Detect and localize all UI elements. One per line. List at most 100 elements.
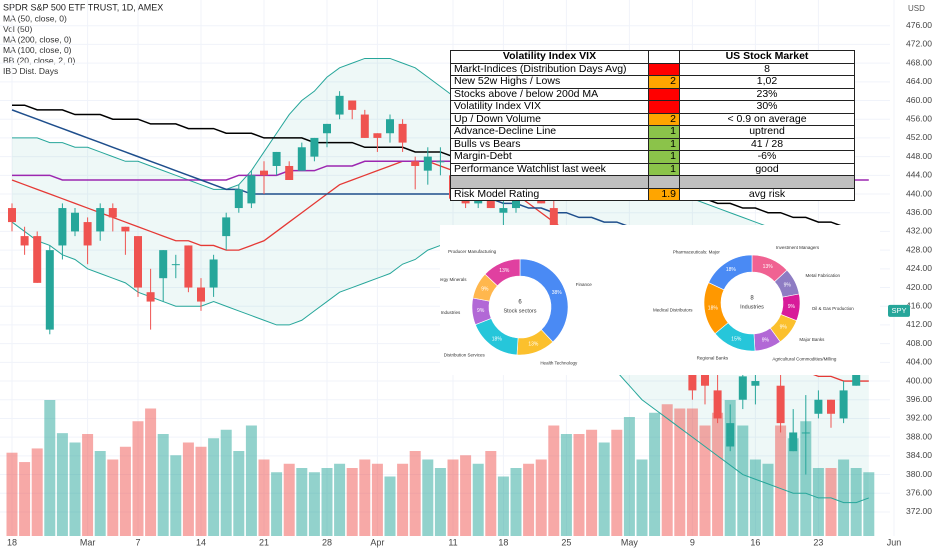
y-tick-label: 464.00 — [906, 76, 932, 86]
volume-bar — [6, 452, 18, 536]
segment-label: Regional Banks — [697, 355, 729, 360]
volume-bar — [44, 400, 56, 536]
y-tick-label: 400.00 — [906, 375, 932, 385]
y-tick-label: 452.00 — [906, 132, 932, 142]
volume-bar — [674, 408, 686, 536]
candle-body — [171, 264, 180, 266]
y-tick-label: 428.00 — [906, 244, 932, 254]
candle-body — [272, 151, 281, 166]
y-tick-label: 468.00 — [906, 57, 932, 67]
volume-bar — [409, 451, 421, 536]
data-label: 18% — [708, 305, 719, 311]
volume-bar — [762, 463, 774, 536]
x-tick-label: 18 — [7, 537, 17, 547]
candle-body — [247, 175, 256, 204]
data-label: 9% — [788, 304, 796, 310]
donut-panel: 38% Finance 13% Health Technology 18% Distrib… — [440, 225, 880, 375]
x-tick-label: 25 — [561, 537, 571, 547]
volume-bar — [812, 468, 824, 536]
volume-bar — [245, 425, 257, 536]
score-cell: 1 — [648, 137, 680, 151]
candle-body — [159, 250, 168, 279]
volume-bar — [825, 468, 837, 536]
row-value: uptrend — [679, 125, 855, 139]
y-tick-label: 392.00 — [906, 413, 932, 423]
y-tick-label: 424.00 — [906, 263, 932, 273]
candle-body — [134, 236, 142, 288]
candle-body — [260, 170, 268, 176]
candle-body — [323, 123, 331, 134]
data-label: 9% — [481, 286, 489, 292]
segment-label: Health Technology — [540, 361, 578, 366]
row-label: Bulls vs Bears — [450, 137, 649, 151]
volume-bar — [573, 434, 585, 536]
volume-bar — [510, 468, 522, 536]
candle-body — [310, 137, 319, 157]
y-tick-label: 412.00 — [906, 319, 932, 329]
candle-body — [360, 114, 369, 138]
candle-body — [285, 165, 294, 180]
volume-bar — [548, 425, 560, 536]
volume-bar — [94, 451, 106, 536]
volume-bar — [233, 451, 245, 536]
row-label: Up / Down Volume — [450, 112, 649, 126]
price-tag — [888, 304, 910, 317]
y-tick-label: 404.00 — [906, 357, 932, 367]
market-table: Volatility Index VIX US Stock Market Markt… — [450, 50, 855, 201]
row-value: good — [679, 162, 855, 176]
row-label: Volatility Index VIX — [450, 100, 649, 114]
candle-body — [58, 208, 67, 246]
donut-segment — [708, 254, 753, 291]
data-label: 18% — [492, 336, 503, 342]
score-cell — [648, 100, 680, 114]
volume-bar — [371, 463, 383, 536]
y-tick-label: 472.00 — [906, 39, 932, 49]
volume-bar — [283, 463, 295, 536]
row-label: Stocks above / below 200d MA — [450, 87, 649, 101]
band-fill — [12, 58, 869, 503]
volume-bar — [258, 459, 270, 536]
volume-bar — [598, 442, 610, 536]
header-cell: Volatility Index VIX — [450, 50, 649, 64]
segment-label: Metal Fabrication — [805, 273, 840, 278]
candle-body — [209, 259, 218, 288]
data-label: 13% — [528, 341, 539, 347]
legend-entry: MA (100, close, 0) — [3, 45, 72, 55]
table-row: Bulls vs Bears 1 41 / 28 — [450, 137, 855, 151]
candle-body — [146, 292, 155, 302]
symbol-tag: SPY — [891, 306, 906, 315]
volume-bar — [334, 463, 346, 536]
volume-bar — [145, 408, 157, 536]
candle-body — [83, 222, 92, 246]
candle-body — [398, 123, 407, 143]
y-tick-label: 384.00 — [906, 450, 932, 460]
candle-body — [348, 100, 357, 110]
y-tick-label: 408.00 — [906, 338, 932, 348]
y-tick-label: 460.00 — [906, 95, 932, 105]
volume-bar — [460, 455, 472, 536]
x-tick-label: Apr — [370, 537, 384, 547]
volume-bar — [838, 459, 850, 536]
candle-body — [197, 287, 205, 302]
candle-body — [386, 119, 394, 134]
y-tick-label: 372.00 — [906, 506, 932, 516]
row-value: 23% — [679, 87, 855, 101]
volume-bar — [523, 463, 535, 536]
center-label: Stock sectors — [503, 308, 536, 314]
volume-bar — [686, 408, 698, 536]
volume-bar — [31, 448, 43, 536]
candle-body — [96, 208, 105, 232]
volume-bar — [397, 463, 409, 536]
volume-bar — [157, 434, 169, 536]
volume-bar — [132, 421, 144, 536]
row-value — [679, 175, 855, 189]
x-tick-label: 16 — [750, 537, 760, 547]
score-cell: 1.9 — [648, 187, 680, 201]
row-label: Advance-Decline Line — [450, 125, 649, 139]
volume-bar — [359, 459, 371, 536]
candle-body — [751, 381, 760, 386]
volume-bar — [422, 459, 434, 536]
volume-bar — [724, 400, 736, 536]
segment-label: Producer Manufacturing — [448, 249, 497, 254]
